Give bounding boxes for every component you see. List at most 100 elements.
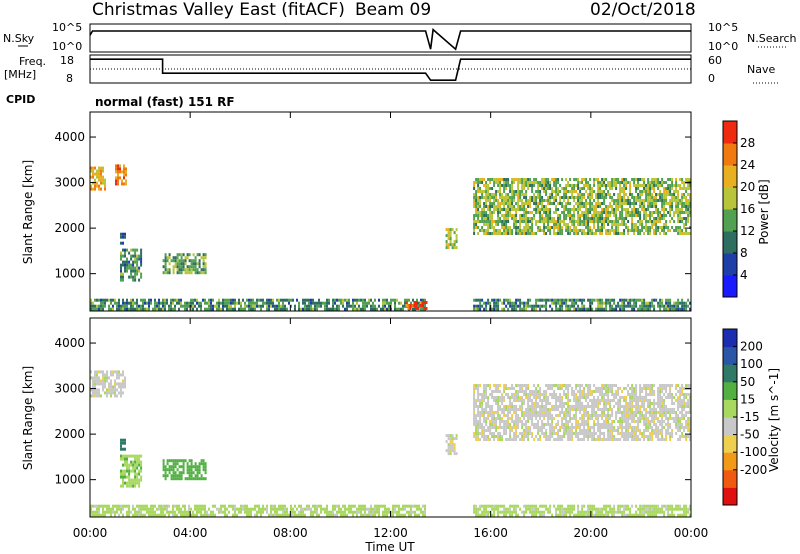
heatmap-cell: [593, 420, 596, 423]
heatmap-cell: [639, 184, 642, 187]
heatmap-cell: [609, 214, 612, 217]
heatmap-cell: [611, 181, 614, 184]
heatmap-cell: [96, 382, 98, 386]
heatmap-cell: [92, 394, 94, 398]
heatmap-cell: [378, 513, 380, 517]
heatmap-cell: [190, 507, 192, 511]
heatmap-cell: [124, 379, 126, 383]
heatmap-cell: [649, 411, 652, 414]
heatmap-cell: [579, 411, 582, 414]
heatmap-cell: [126, 510, 128, 514]
heatmap-cell: [521, 384, 524, 387]
heatmap-cell: [204, 477, 207, 481]
heatmap-cell: [198, 477, 201, 481]
heatmap-cell: [170, 259, 173, 263]
heatmap-cell: [489, 408, 492, 411]
heatmap-cell: [573, 426, 576, 429]
heatmap-cell: [631, 220, 634, 223]
heatmap-cell: [90, 394, 92, 398]
heatmap-cell: [585, 396, 588, 399]
heatmap-cell: [557, 387, 560, 390]
heatmap-cell: [581, 384, 584, 387]
heatmap-cell: [119, 167, 121, 171]
heatmap-cell: [266, 307, 268, 311]
heatmap-cell: [266, 298, 268, 302]
heatmap-cell: [607, 411, 610, 414]
heatmap-cell: [659, 405, 662, 408]
heatmap-cell: [354, 307, 356, 311]
heatmap-cell: [511, 426, 514, 429]
heatmap-cell: [358, 504, 360, 508]
heatmap-cell: [643, 178, 646, 181]
heatmap-cell: [639, 414, 642, 417]
heatmap-cell: [481, 208, 484, 211]
heatmap-cell: [94, 370, 96, 374]
heatmap-cell: [541, 220, 544, 223]
heatmap-cell: [224, 513, 226, 517]
heatmap-cell: [495, 417, 498, 420]
heatmap-cell: [218, 298, 220, 302]
heatmap-cell: [649, 217, 652, 220]
heatmap-cell: [118, 513, 120, 517]
heatmap-cell: [553, 217, 556, 220]
heatmap-cell: [497, 432, 500, 435]
heatmap-cell: [196, 307, 198, 311]
heatmap-cell: [611, 223, 614, 226]
heatmap-cell: [577, 298, 580, 302]
heatmap-cell: [445, 243, 448, 247]
heatmap-cell: [126, 257, 128, 261]
heatmap-cell: [567, 202, 570, 205]
heatmap-cell: [599, 298, 602, 302]
heatmap-cell: [238, 510, 240, 514]
heatmap-cell: [495, 390, 498, 393]
heatmap-cell: [645, 196, 648, 199]
heatmap-cell: [615, 438, 618, 441]
heatmap-cell: [635, 229, 638, 232]
heatmap-cell: [507, 208, 510, 211]
heatmap-cell: [541, 423, 544, 426]
heatmap-cell: [234, 504, 236, 508]
heatmap-cell: [525, 396, 528, 399]
heatmap-cell: [609, 405, 612, 408]
heatmap-cell: [561, 411, 564, 414]
heatmap-cell: [589, 405, 592, 408]
heatmap-cell: [635, 226, 638, 229]
heatmap-cell: [513, 307, 516, 311]
heatmap-cell: [575, 190, 578, 193]
heatmap-cell: [575, 298, 578, 302]
heatmap-cell: [641, 184, 644, 187]
heatmap-cell: [633, 301, 636, 305]
heatmap-cell: [312, 298, 314, 302]
heatmap-cell: [575, 429, 578, 432]
heatmap-cell: [481, 229, 484, 232]
heatmap-cell: [194, 259, 197, 263]
heatmap-cell: [449, 234, 452, 238]
heatmap-cell: [352, 298, 354, 302]
heatmap-cell: [619, 432, 622, 435]
heatmap-cell: [625, 423, 628, 426]
heatmap-cell: [551, 301, 554, 305]
heatmap-cell: [535, 426, 538, 429]
heatmap-cell: [579, 190, 582, 193]
heatmap-cell: [310, 304, 312, 308]
heatmap-cell: [493, 435, 496, 438]
heatmap-cell: [529, 196, 532, 199]
heatmap-cell: [615, 411, 618, 414]
heatmap-cell: [483, 432, 486, 435]
heatmap-cell: [603, 384, 606, 387]
heatmap-cell: [521, 414, 524, 417]
heatmap-cell: [651, 187, 654, 190]
heatmap-cell: [142, 507, 144, 511]
heatmap-cell: [533, 202, 536, 205]
heatmap-cell: [651, 384, 654, 387]
heatmap-cell: [565, 411, 568, 414]
heatmap-cell: [525, 208, 528, 211]
heatmap-cell: [96, 307, 98, 311]
heatmap-cell: [126, 260, 128, 264]
heatmap-cell: [635, 304, 638, 308]
heatmap-cell: [136, 481, 139, 485]
heatmap-cell: [455, 228, 458, 232]
heatmap-cell: [679, 429, 682, 432]
heatmap-cell: [146, 510, 148, 514]
heatmap-cell: [489, 301, 492, 305]
